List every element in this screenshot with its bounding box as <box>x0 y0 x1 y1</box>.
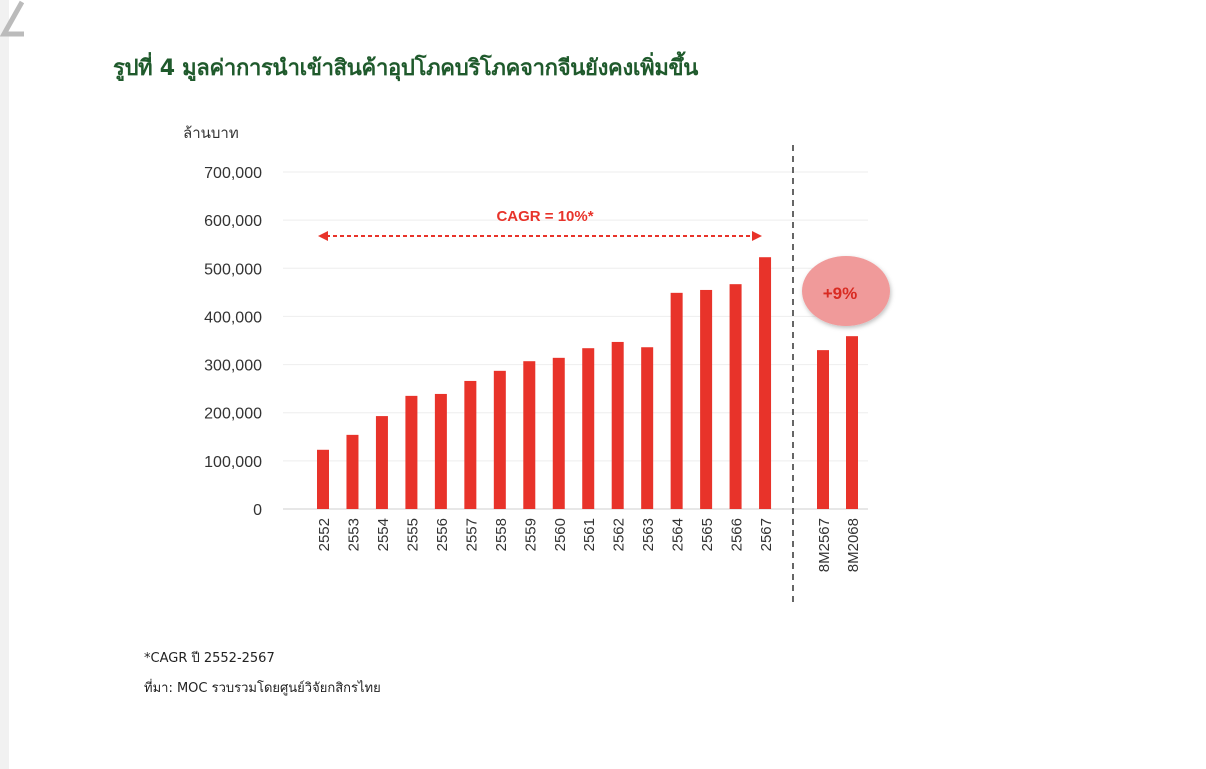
y-tick-label: 600,000 <box>204 213 262 230</box>
bar-2555 <box>405 395 418 509</box>
y-tick-label: 300,000 <box>204 358 262 375</box>
x-tick-label: 8M2567 <box>816 518 833 572</box>
x-tick-label: 2562 <box>611 518 628 551</box>
bar-2566 <box>729 284 742 509</box>
bar-8M2068 <box>846 336 858 509</box>
bar-2565 <box>700 289 713 509</box>
x-tick-label: 8M2068 <box>845 518 862 572</box>
y-tick-label: 100,000 <box>204 454 262 471</box>
x-tick-label: 2556 <box>434 518 451 551</box>
bar-2559 <box>523 361 536 509</box>
growth-label: +9% <box>823 284 858 303</box>
figure-title: รูปที่ 4 มูลค่าการนำเข้าสินค้าอุปโภคบริโ… <box>113 56 699 81</box>
bar-2563 <box>641 347 654 509</box>
x-tick-label: 2567 <box>758 518 775 551</box>
source-note: ที่มา: MOC รวบรวมโดยศูนย์วิจัยกสิกรไทย <box>144 681 381 696</box>
bar-2553 <box>346 434 359 509</box>
x-tick-label: 2563 <box>640 518 657 551</box>
x-tick-label: 2564 <box>670 518 687 551</box>
x-tick-label: 2561 <box>581 518 598 551</box>
x-tick-label: 2565 <box>699 518 716 551</box>
y-tick-label: 700,000 <box>204 165 262 182</box>
page-margin <box>0 0 9 769</box>
y-tick-label: 200,000 <box>204 406 262 423</box>
bar-2564 <box>670 292 683 509</box>
bar-2567 <box>759 257 772 509</box>
bar-2558 <box>493 370 506 509</box>
bar-8M2567 <box>817 350 829 509</box>
cagr-footnote: *CAGR ปี 2552-2567 <box>144 651 275 666</box>
bar-2556 <box>434 393 447 509</box>
cagr-label: CAGR = 10%* <box>496 208 593 225</box>
x-tick-label: 2555 <box>404 518 421 551</box>
growth-bubble <box>802 256 890 326</box>
x-tick-label: 2552 <box>316 518 333 551</box>
x-tick-label: 2566 <box>729 518 746 551</box>
x-tick-label: 2557 <box>463 518 480 551</box>
x-tick-label: 2554 <box>375 518 392 551</box>
bar-2554 <box>375 416 388 509</box>
bar-2561 <box>582 348 595 509</box>
y-axis-label: ล้านบาท <box>183 124 239 142</box>
page-number-fragment-icon <box>0 0 24 37</box>
x-tick-label: 2560 <box>552 518 569 551</box>
bar-2557 <box>464 380 477 509</box>
bar-2552 <box>317 449 329 509</box>
cagr-arrow <box>318 231 762 241</box>
y-tick-label: 0 <box>253 502 262 519</box>
bar-2562 <box>611 341 624 509</box>
bar-2560 <box>552 357 565 509</box>
y-tick-label: 500,000 <box>204 261 262 278</box>
x-tick-label: 2553 <box>345 518 362 551</box>
y-tick-label: 400,000 <box>204 309 262 326</box>
x-tick-label: 2559 <box>522 518 539 551</box>
x-tick-label: 2558 <box>493 518 510 551</box>
